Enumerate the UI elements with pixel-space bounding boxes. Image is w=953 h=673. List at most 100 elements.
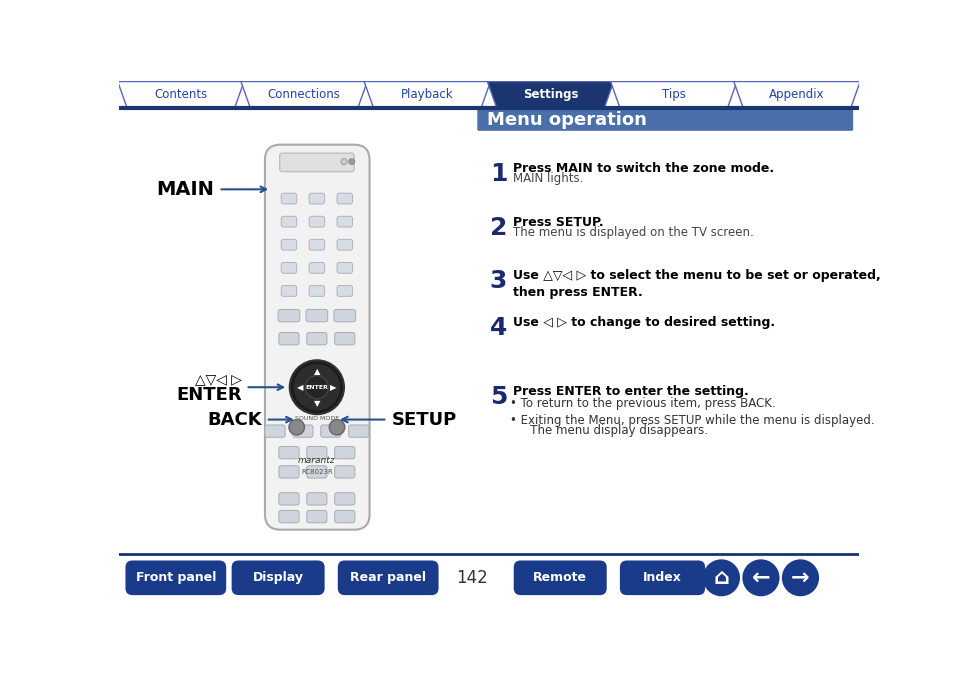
FancyBboxPatch shape [619,561,704,595]
Circle shape [340,159,347,165]
FancyBboxPatch shape [335,446,355,459]
Text: 142: 142 [456,569,487,587]
FancyBboxPatch shape [281,193,296,204]
Text: SETUP: SETUP [391,411,456,429]
Text: ENTER: ENTER [176,386,241,404]
Text: The menu display disappears.: The menu display disappears. [518,424,707,437]
FancyBboxPatch shape [320,425,340,437]
FancyBboxPatch shape [281,240,296,250]
Polygon shape [117,81,244,108]
Text: Display: Display [253,571,303,584]
Text: Menu operation: Menu operation [486,111,646,129]
Text: Remote: Remote [533,571,587,584]
FancyBboxPatch shape [278,446,298,459]
FancyBboxPatch shape [309,285,324,296]
Text: △▽◁ ▷: △▽◁ ▷ [194,371,241,386]
FancyBboxPatch shape [309,240,324,250]
FancyBboxPatch shape [265,425,285,437]
Text: ▲: ▲ [314,367,320,376]
FancyBboxPatch shape [336,193,353,204]
FancyBboxPatch shape [309,262,324,273]
Text: The menu is displayed on the TV screen.: The menu is displayed on the TV screen. [513,226,753,240]
FancyBboxPatch shape [348,425,369,437]
Circle shape [290,360,344,414]
FancyBboxPatch shape [278,510,298,523]
FancyBboxPatch shape [336,262,353,273]
Text: marantz: marantz [297,456,335,465]
FancyBboxPatch shape [336,240,353,250]
FancyBboxPatch shape [335,332,355,345]
Text: ▶: ▶ [330,383,336,392]
FancyBboxPatch shape [265,145,369,530]
Text: →: → [790,568,809,588]
Circle shape [289,419,304,435]
Text: ←: ← [751,568,769,588]
Text: ENTER: ENTER [305,385,328,390]
Circle shape [294,364,340,411]
Text: Rear panel: Rear panel [350,571,426,584]
FancyBboxPatch shape [306,310,328,322]
FancyBboxPatch shape [307,510,327,523]
Text: MAIN: MAIN [156,180,214,199]
FancyBboxPatch shape [278,332,298,345]
FancyBboxPatch shape [336,285,353,296]
FancyBboxPatch shape [307,446,327,459]
Text: Index: Index [642,571,681,584]
FancyBboxPatch shape [335,510,355,523]
Text: RC8023R: RC8023R [301,469,333,475]
FancyBboxPatch shape [307,493,327,505]
Text: ⌂: ⌂ [713,568,729,588]
FancyBboxPatch shape [476,109,852,131]
Text: SOUND MODE: SOUND MODE [294,415,338,421]
Text: Connections: Connections [268,88,340,101]
FancyBboxPatch shape [334,310,355,322]
FancyBboxPatch shape [307,332,327,345]
FancyBboxPatch shape [279,153,354,172]
Text: MAIN lights.: MAIN lights. [513,172,582,185]
Text: ▼: ▼ [314,399,320,408]
FancyBboxPatch shape [232,561,324,595]
FancyBboxPatch shape [309,193,324,204]
Circle shape [781,559,819,596]
Polygon shape [610,81,736,108]
Text: 4: 4 [489,316,507,340]
Circle shape [305,376,328,399]
Text: Appendix: Appendix [768,88,824,101]
FancyBboxPatch shape [335,466,355,478]
Text: Press SETUP.: Press SETUP. [513,215,603,229]
Text: Use △▽◁ ▷ to select the menu to be set or operated,
then press ENTER.: Use △▽◁ ▷ to select the menu to be set o… [513,269,880,299]
FancyBboxPatch shape [336,216,353,227]
FancyBboxPatch shape [281,285,296,296]
Circle shape [329,419,344,435]
Text: Playback: Playback [400,88,453,101]
FancyBboxPatch shape [278,310,299,322]
Text: • To return to the previous item, press BACK.: • To return to the previous item, press … [509,397,775,411]
Text: • Exiting the Menu, press SETUP while the menu is displayed.: • Exiting the Menu, press SETUP while th… [509,414,874,427]
FancyBboxPatch shape [309,216,324,227]
Text: 2: 2 [489,215,507,240]
FancyBboxPatch shape [307,466,327,478]
Text: Use ◁ ▷ to change to desired setting.: Use ◁ ▷ to change to desired setting. [513,316,774,328]
Text: BACK: BACK [207,411,261,429]
FancyBboxPatch shape [337,561,438,595]
FancyBboxPatch shape [293,425,313,437]
Text: 1: 1 [489,162,507,186]
Text: 5: 5 [489,385,507,409]
Circle shape [741,559,779,596]
Text: Settings: Settings [522,88,578,101]
Circle shape [702,559,740,596]
Polygon shape [364,81,490,108]
FancyBboxPatch shape [125,561,226,595]
Text: Press ENTER to enter the setting.: Press ENTER to enter the setting. [513,385,748,398]
FancyBboxPatch shape [281,216,296,227]
FancyBboxPatch shape [278,466,298,478]
Text: Tips: Tips [661,88,685,101]
Text: Press MAIN to switch the zone mode.: Press MAIN to switch the zone mode. [513,162,773,174]
FancyBboxPatch shape [335,493,355,505]
Circle shape [348,159,355,165]
Text: Front panel: Front panel [135,571,215,584]
FancyBboxPatch shape [278,493,298,505]
FancyBboxPatch shape [513,561,606,595]
Polygon shape [487,81,613,108]
FancyBboxPatch shape [281,262,296,273]
